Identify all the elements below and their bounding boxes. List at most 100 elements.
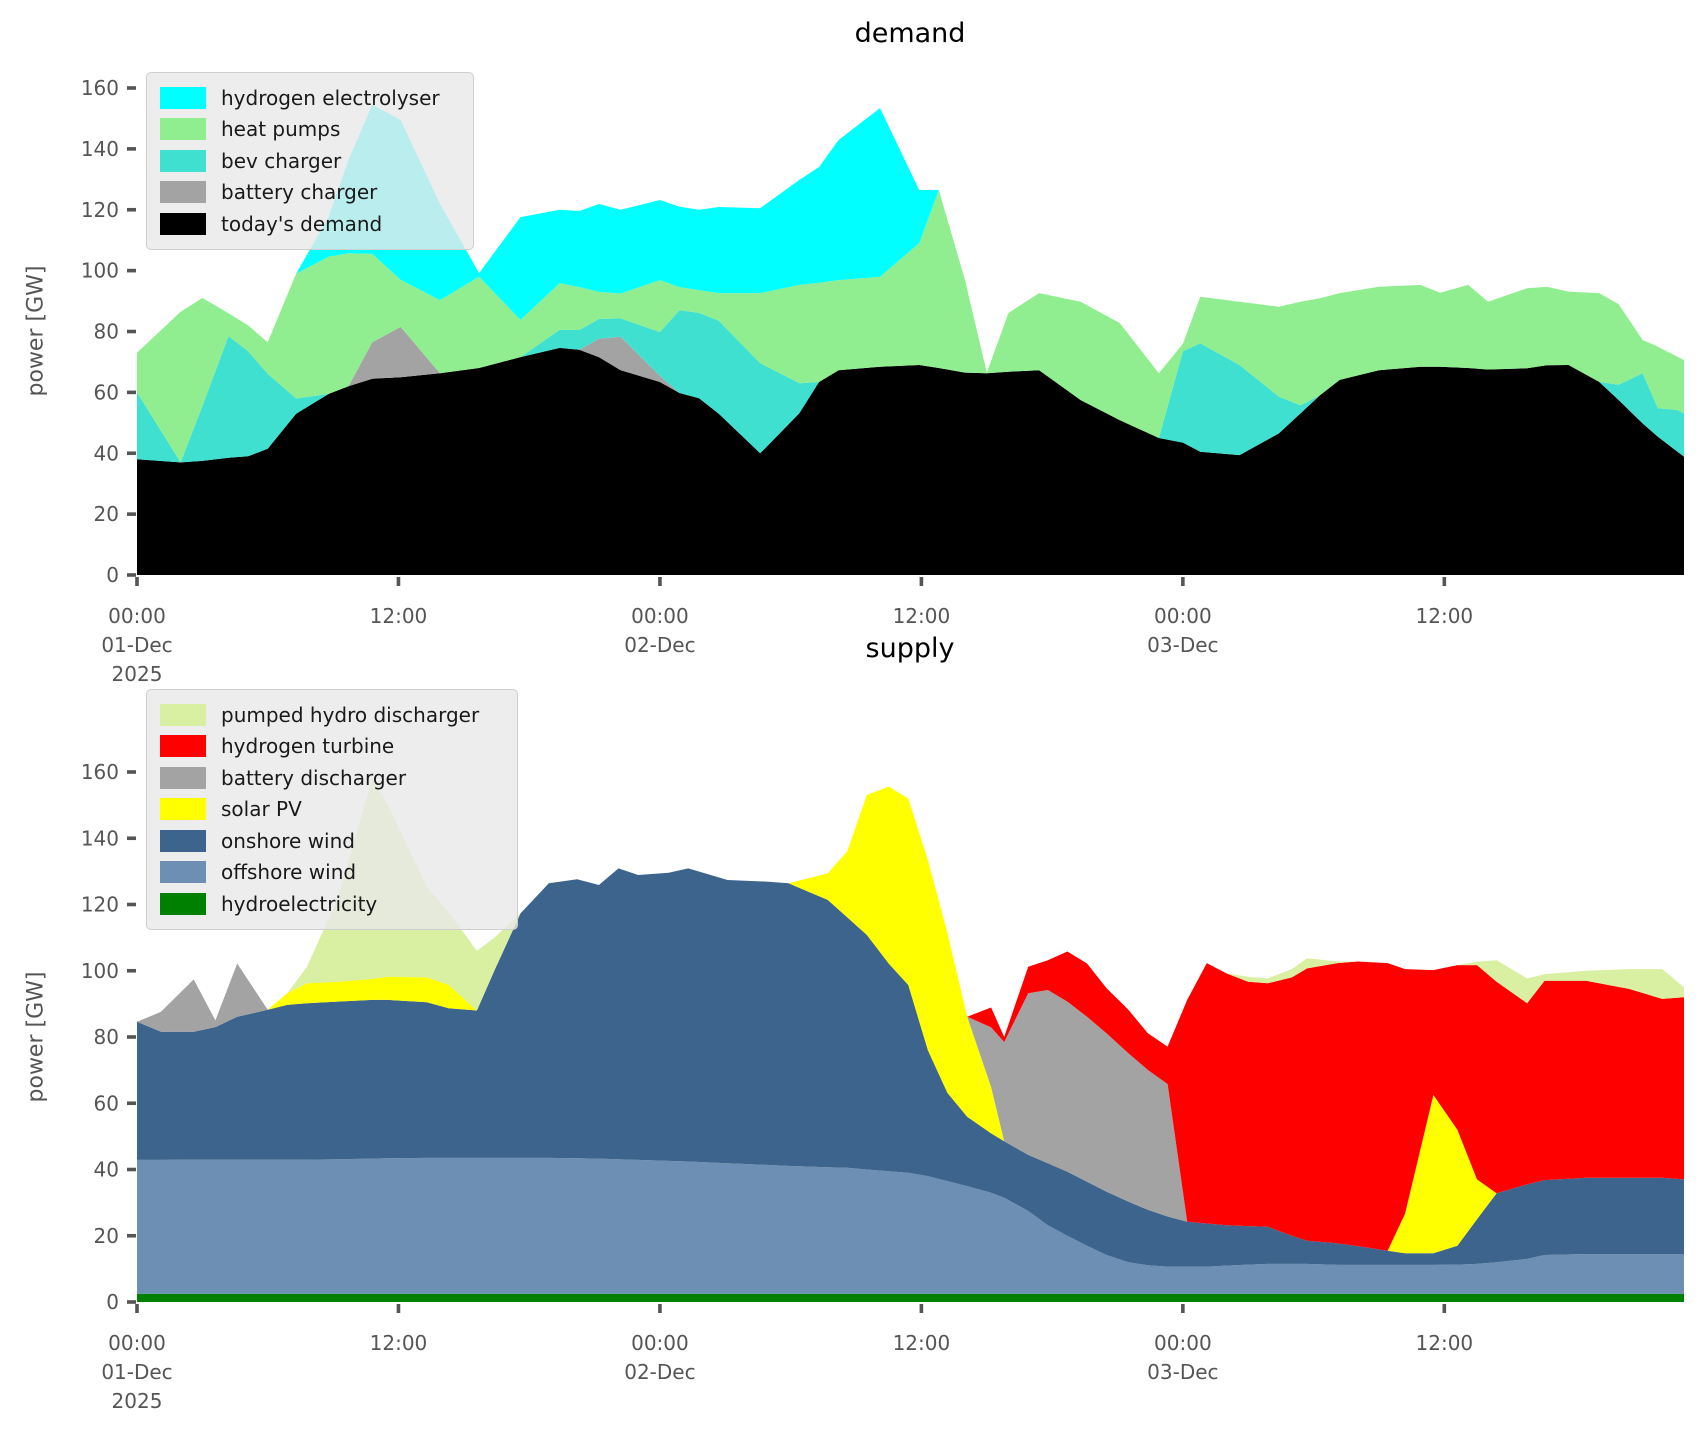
demand-xtick-label: 00:00 (108, 604, 166, 628)
hydrogen-electrolyser-swatch-icon (160, 86, 206, 109)
demand-ytick-label: 40 (94, 441, 119, 465)
demand-ytick-mark (127, 573, 136, 577)
demand-ytick-label: 60 (94, 380, 119, 404)
supply-xtick-label: 02-Dec (624, 1360, 695, 1384)
legend-label: onshore wind (221, 828, 355, 853)
pumped-hydro-discharger-swatch-icon (160, 703, 206, 726)
bev-charger-swatch-icon (160, 149, 206, 172)
supply-ytick-mark (127, 902, 136, 907)
today-s-demand-swatch-icon (160, 212, 206, 235)
demand-ytick-mark (127, 268, 136, 273)
demand-ytick-label: 0 (106, 563, 119, 587)
legend-label: battery discharger (221, 765, 407, 790)
demand-xtick-label: 02-Dec (624, 633, 695, 657)
supply-chart-title: supply (865, 633, 955, 664)
supply-xtick-label: 01-Dec (101, 1360, 172, 1384)
demand-xtick-mark (396, 577, 401, 586)
legend-label: hydroelectricity (221, 891, 378, 916)
demand-xtick-label: 2025 (112, 662, 163, 686)
demand-ytick-label: 120 (81, 198, 119, 222)
supply-xtick-label: 00:00 (1154, 1331, 1212, 1355)
demand-ytick-mark (127, 512, 136, 516)
supply-xtick-label: 2025 (112, 1389, 163, 1413)
demand-area-today-s-demand (137, 347, 1684, 575)
demand-ytick-mark (127, 207, 136, 212)
demand-ytick-mark (127, 390, 136, 395)
supply-xtick-mark (1181, 1304, 1185, 1313)
supply-ytick-mark (127, 770, 136, 774)
supply-ytick-label: 140 (81, 826, 119, 850)
solar-pv-swatch-icon (160, 798, 206, 821)
supply-area-hydroelectricity (137, 1293, 1684, 1302)
demand-area-heat-pumps (137, 190, 1684, 463)
demand-xtick-label: 03-Dec (1147, 633, 1218, 657)
demand-xtick-mark (135, 577, 139, 586)
demand-ytick-label: 80 (94, 320, 119, 344)
hydroelectricity-swatch-icon (160, 892, 206, 915)
demand-ytick-mark (127, 451, 136, 456)
supply-xtick-mark (135, 1304, 139, 1313)
legend-label: today's demand (221, 211, 383, 236)
legend-label: offshore wind (221, 860, 357, 885)
demand-ytick-mark (127, 329, 136, 334)
demand-xtick-mark (1181, 577, 1185, 586)
demand-xtick-mark (1442, 577, 1447, 586)
demand-ytick-label: 140 (81, 137, 119, 161)
supply-ytick-mark (127, 1101, 136, 1106)
demand-xtick-label: 00:00 (631, 604, 689, 628)
supply-xtick-mark (396, 1304, 401, 1313)
supply-ytick-label: 0 (106, 1290, 119, 1314)
battery-charger-swatch-icon (160, 181, 206, 204)
legend-item-offshore-wind: offshore wind (160, 857, 501, 889)
supply-ytick-mark (127, 1035, 136, 1039)
supply-ytick-mark (127, 1233, 136, 1238)
supply-ytick-mark (127, 968, 136, 973)
supply-area-onshore-wind (137, 868, 1684, 1267)
demand-ytick-label: 100 (81, 259, 119, 283)
supply-area-hydrogen-turbine (137, 786, 1684, 1251)
battery-discharger-swatch-icon (160, 766, 206, 789)
demand-xtick-mark (919, 577, 924, 586)
supply-plot-area: 0 20 40 60 80 100 120 140 160 00:00 01-Dec 2025 12:0… (81, 760, 1684, 1413)
legend-label: solar PV (221, 797, 302, 822)
supply-xtick-label: 03-Dec (1147, 1360, 1218, 1384)
demand-legend: hydrogen electrolyser heat pumps bev charg… (146, 72, 474, 250)
offshore-wind-swatch-icon (160, 861, 206, 884)
legend-item-pumped-hydro-discharger: pumped hydro discharger (160, 699, 501, 731)
demand-xtick-label: 12:00 (370, 604, 428, 628)
legend-label: pumped hydro discharger (221, 702, 480, 727)
demand-ytick-label: 160 (81, 76, 119, 100)
supply-ytick-label: 20 (94, 1224, 119, 1248)
demand-chart-title: demand (854, 18, 966, 49)
legend-label: battery charger (221, 180, 378, 205)
supply-ytick-mark (127, 1167, 136, 1172)
demand-area-hydrogen-electrolyser (137, 104, 1684, 374)
supply-xtick-label: 12:00 (370, 1331, 428, 1355)
legend-item-hydrogen-electrolyser: hydrogen electrolyser (160, 82, 457, 114)
demand-y-axis-label: power [GW] (23, 265, 49, 397)
supply-xtick-mark (919, 1304, 924, 1313)
supply-ytick-mark (127, 1300, 136, 1304)
legend-item-bev-charger: bev charger (160, 145, 457, 177)
supply-xtick-label: 12:00 (893, 1331, 951, 1355)
hydrogen-turbine-swatch-icon (160, 735, 206, 758)
legend-label: hydrogen turbine (221, 734, 395, 759)
supply-xtick-mark (1442, 1304, 1447, 1313)
supply-xtick-label: 12:00 (1416, 1331, 1474, 1355)
heat-pumps-swatch-icon (160, 118, 206, 141)
legend-item-onshore-wind: onshore wind (160, 825, 501, 857)
legend-item-battery-discharger: battery discharger (160, 762, 501, 794)
supply-ytick-label: 40 (94, 1158, 119, 1182)
demand-ytick-mark (127, 86, 136, 90)
supply-ytick-mark (127, 836, 136, 841)
supply-ytick-label: 120 (81, 893, 119, 917)
supply-area-solar-pv (137, 786, 1684, 1254)
demand-plot-area: 0 20 40 60 80 100 120 140 160 00:00 01-Dec 2025 12:0… (81, 76, 1684, 686)
supply-y-axis-label: power [GW] (23, 971, 49, 1103)
supply-ytick-label: 160 (81, 760, 119, 784)
legend-item-heat-pumps: heat pumps (160, 114, 457, 146)
supply-xtick-label: 00:00 (631, 1331, 689, 1355)
demand-ytick-label: 20 (94, 502, 119, 526)
onshore-wind-swatch-icon (160, 829, 206, 852)
